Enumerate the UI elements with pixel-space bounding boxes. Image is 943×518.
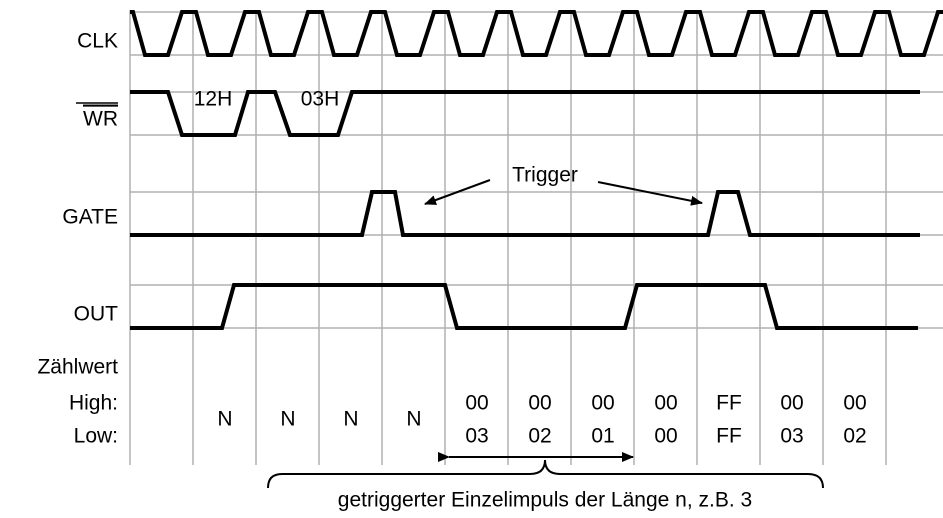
caption: getriggerter Einzelimpuls der Länge n, z…	[338, 489, 752, 512]
counter-high: FF	[716, 392, 742, 415]
out-wave	[130, 283, 918, 330]
counter-low: FF	[716, 425, 742, 448]
counter-value: N	[280, 408, 295, 431]
clk-wave	[130, 10, 943, 57]
signal-label: GATE	[62, 206, 118, 229]
counter-low: 03	[465, 425, 488, 448]
counter-low: 03	[780, 425, 803, 448]
bus-label: 03H	[301, 88, 340, 111]
signal-label: WR	[83, 108, 118, 131]
counter-value: N	[217, 408, 232, 431]
counter-value: N	[343, 408, 358, 431]
counter-high: 00	[654, 392, 677, 415]
counter-label: High:	[69, 392, 118, 415]
gate-wave	[130, 190, 920, 237]
counter-low: 02	[843, 425, 866, 448]
annotation: Trigger	[512, 164, 578, 187]
counter-values: N N N N 00 03 00 02 00 01 00 00 FF FF 00 03 00 02	[217, 392, 866, 448]
wr-wave	[130, 90, 920, 137]
counter-high: 00	[780, 392, 803, 415]
bus-label: 12H	[194, 88, 233, 111]
signal-label: OUT	[74, 303, 119, 326]
counter-low: 02	[528, 425, 551, 448]
counter-high: 00	[843, 392, 866, 415]
counter-label: Low:	[74, 425, 118, 448]
brace	[267, 459, 824, 489]
counter-low: 01	[591, 425, 614, 448]
counter-high: 00	[591, 392, 614, 415]
arrow	[424, 179, 491, 205]
signals	[130, 10, 943, 330]
counter-value: N	[406, 408, 421, 431]
signal-label: CLK	[77, 30, 118, 53]
counter-high: 00	[465, 392, 488, 415]
arrow	[597, 181, 703, 206]
counter-low: 00	[654, 425, 677, 448]
counter-high: 00	[528, 392, 551, 415]
counter-label: Zählwert	[37, 356, 118, 379]
